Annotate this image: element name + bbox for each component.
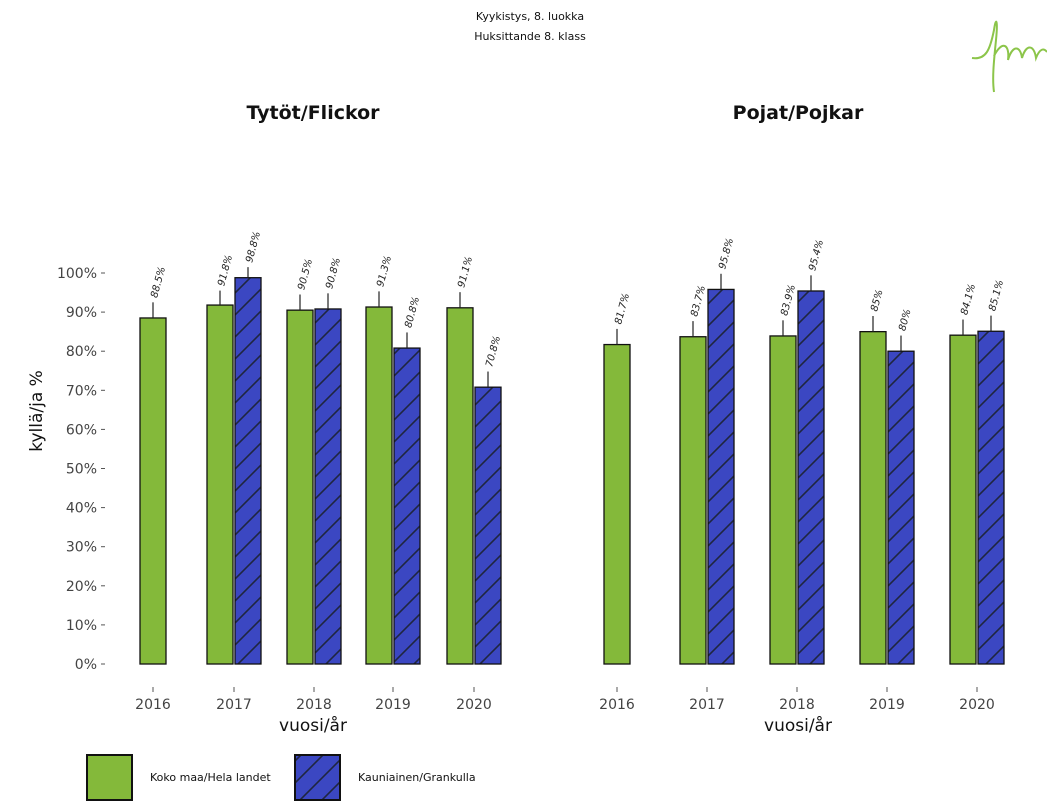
data-label: 91.3% [375,255,394,289]
y-tick-label: 0% [75,657,97,673]
y-tick-label: 40% [66,501,97,517]
bar-kauniainen [798,291,824,664]
legend-label-kauniainen: Kauniainen/Grankulla [358,771,476,784]
legend: Koko maa/Hela landet Kauniainen/Grankull… [87,755,476,800]
y-tick-label: 30% [66,540,97,556]
x-tick-label: 2019 [869,697,905,713]
panel-title-girls: Tytöt/Flickor [246,102,380,124]
y-tick-label: 20% [66,579,97,595]
y-axis: 0% 10% 20% 30% 40% 50% 60% 70% 80% 90% 100% [57,266,105,673]
bar-koko-maa [770,336,796,664]
bar-kauniainen [475,387,501,664]
data-label: 91.8% [216,254,235,288]
y-tick-label: 80% [66,344,97,360]
bar-koko-maa [604,345,630,664]
bar-kauniainen [235,278,261,664]
bar-koko-maa [860,332,886,664]
bar-kauniainen [888,351,914,664]
y-tick-label: 50% [66,462,97,478]
data-label: 83.7% [689,284,708,318]
y-tick-label: 10% [66,618,97,634]
y-tick-label: 60% [66,422,97,438]
data-label: 91.1% [456,255,475,289]
x-tick-label: 2017 [216,697,252,713]
y-tick-label: 70% [66,383,97,399]
bar-kauniainen [708,289,734,664]
bar-koko-maa [140,318,166,664]
x-tick-label: 2018 [779,697,815,713]
x-tick-label: 2016 [135,697,171,713]
legend-swatch-koko-maa [87,755,132,800]
x-tick-label: 2018 [296,697,332,713]
data-label: 83.9% [779,284,798,318]
x-axis-title-girls: vuosi/år [279,715,347,736]
x-axis-title-boys: vuosi/år [764,715,832,736]
x-tick-label: 2020 [456,697,492,713]
data-label: 90.5% [296,258,315,292]
bar-koko-maa [680,337,706,664]
bar-koko-maa [950,335,976,664]
x-axis: 2016 2017 2018 2019 2020 2016 2017 2018 2019 2020 [135,687,995,713]
bar-koko-maa [207,305,233,664]
x-tick-label: 2019 [375,697,411,713]
bar-koko-maa [366,307,392,664]
x-tick-label: 2016 [599,697,635,713]
data-label: 85% [869,288,885,312]
bar-kauniainen [978,331,1004,664]
data-label: 95.8% [717,237,736,271]
data-label: 85.1% [987,279,1006,313]
data-label: 88.5% [149,266,168,300]
panel-title-boys: Pojat/Pojkar [733,102,864,124]
bar-koko-maa [287,310,313,664]
bar-kauniainen [315,309,341,664]
chart-title-line-2: Huksittande 8. klass [474,30,586,43]
bar-kauniainen [394,348,420,664]
y-tick-label: 90% [66,305,97,321]
legend-swatch-kauniainen [295,755,340,800]
data-label: 95.4% [807,239,826,273]
bar-koko-maa [447,308,473,664]
data-label: 80% [897,308,913,332]
data-label: 70.8% [484,335,503,369]
chart-title-line-1: Kyykistys, 8. luokka [476,10,584,23]
x-tick-label: 2017 [689,697,725,713]
data-label: 98.8% [244,230,263,264]
y-axis-title: kyllä/ja % [27,370,47,452]
signature-logo-icon [972,22,1047,92]
data-label: 90.8% [324,257,343,291]
y-tick-label: 100% [57,266,97,282]
data-label: 84.1% [959,283,978,317]
legend-label-koko-maa: Koko maa/Hela landet [150,771,271,784]
data-label: 80.8% [403,296,422,330]
data-label: 81.7% [613,292,632,326]
bars-group [140,267,1004,664]
x-tick-label: 2020 [959,697,995,713]
